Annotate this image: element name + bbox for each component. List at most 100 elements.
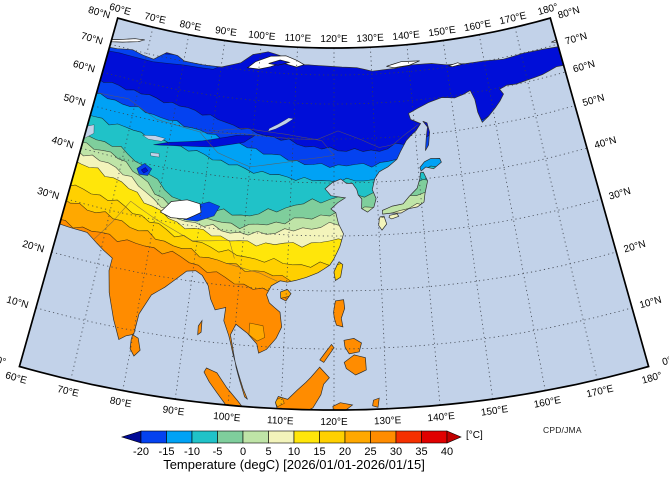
coastline-mindanao-island [343,354,367,376]
grid-lines [35,27,633,410]
coastline-sumatra-island [203,367,251,410]
colorbar [121,430,462,444]
colorbar-tick-label: 15 [313,446,325,458]
colorbar-tick-label: -15 [159,446,175,458]
latitude-label: 30°N [36,186,60,203]
meridian-line [280,47,298,409]
latitude-label: 70°N [564,31,588,48]
colorbar-cell [293,430,320,444]
lake-baikal [267,117,295,132]
border-india-china [93,200,235,259]
colorbar-left-arrow [121,430,142,444]
latitude-label: 60°N [72,59,96,76]
colorbar-tick-label: 5 [265,446,271,458]
taymyr-island-cold [268,59,291,66]
parallel-line [110,43,558,76]
longitude-label: 150°E [480,404,509,419]
cold-white-regions [104,37,566,220]
longitude-label: 160°E [463,18,492,34]
longitude-label: 60°E [108,2,132,19]
meridian-line [478,34,546,391]
tibet-plateau-cold-area [159,199,202,220]
longitude-label: 170°E [585,383,614,400]
coastline-asia-mainland [19,44,585,400]
colorbar-cell [268,430,295,444]
colorbar-unit-label: [°C] [466,430,483,441]
longitude-label: 120°E [320,417,348,428]
colorbar-tick-label: 20 [339,446,351,458]
longitude-label: 100°E [248,29,277,42]
longitude-label: 100°E [213,411,242,424]
colorbar-cell [370,430,397,444]
latitude-label: 10°N [5,295,29,312]
credit-text: CPD/JMA [543,425,582,435]
colorbar-cell [421,430,448,444]
longitude-label: 120°E [320,34,348,45]
altai-cold-pocket [153,135,256,148]
meridian-line [442,40,494,400]
border-russia-south [76,87,419,148]
colorbar-cell [319,430,346,444]
coastline-kyushu-island [378,215,388,231]
longitude-label: 130°E [374,415,402,427]
latitude-label: 20°N [21,239,45,256]
longitude-label: 80°E [109,395,133,410]
meridian-line [370,47,388,409]
longitude-label: 140°E [427,411,456,424]
lake-issyk-kul [150,152,160,158]
latitude-label: 70°N [80,31,104,48]
latitude-label: 60°N [572,59,596,76]
coastline-sulawesi-island [332,402,354,410]
lake-balkhash [141,135,166,142]
longitude-label: 70°E [56,384,80,400]
coastlines [19,44,585,410]
latitude-label: 80°N [87,5,111,22]
longitude-label: 110°E [267,415,294,427]
lena-delta-cold-area [386,60,420,69]
latitude-label: 0° [0,355,7,368]
colorbar-tick-label: -5 [213,446,223,458]
colorbar-tick-label: 35 [415,446,427,458]
latitude-label: 30°N [608,186,632,203]
pamir-cold-core [140,167,149,174]
colorbar-tick-label: 10 [288,446,300,458]
map-title: Temperature (degC) [2026/01/01-2026/01/1… [163,457,425,472]
colorbar-cell [140,430,167,444]
kolyma-cold-spot [447,62,463,68]
colorbar-tick-label: -20 [133,446,149,458]
latitude-label: 40°N [593,135,617,152]
coastline-andaman-islands [197,319,203,336]
longitude-label: 90°E [162,404,185,418]
latitude-label: 20°N [623,239,647,256]
colorbar-tick-label: 0 [240,446,246,458]
latitude-label: 40°N [50,135,74,152]
coastline-hokkaido-island [419,158,442,172]
border-mongolia-china [199,127,335,168]
longitude-label: 80°E [179,19,203,34]
latitude-label: 50°N [62,92,86,109]
longitude-labels-bottom: 60°E 70°E 80°E 90°E 100°E 110°E 120°E 130°E 140°… [4,370,663,428]
meridian-line [406,44,441,406]
colorbar-tick-label: 40 [441,446,453,458]
colorbar-right-arrow [446,430,462,444]
coastline-luzon-island [333,299,346,328]
longitude-label: 180° [641,370,664,386]
country-borders [76,87,419,282]
colorbar-cell [344,430,371,444]
latitude-label: 50°N [581,92,605,109]
colorbar-cell [191,430,218,444]
map-frame [18,17,650,411]
novaya-zemlya-island [104,38,145,43]
coastline-halmahera-island [372,397,380,408]
longitude-label: 180° [537,2,560,18]
meridian-line [70,27,154,380]
coastline-taiwan-island [333,261,344,282]
border-vietnam-china [226,263,278,282]
colorbar-cell [217,430,244,444]
colorbar-tick-label: -10 [184,446,200,458]
coastline-sakhalin-island [422,120,430,151]
longitude-label: 70°E [143,11,167,27]
longitude-label: 150°E [428,25,457,40]
meridian-line [227,44,262,406]
